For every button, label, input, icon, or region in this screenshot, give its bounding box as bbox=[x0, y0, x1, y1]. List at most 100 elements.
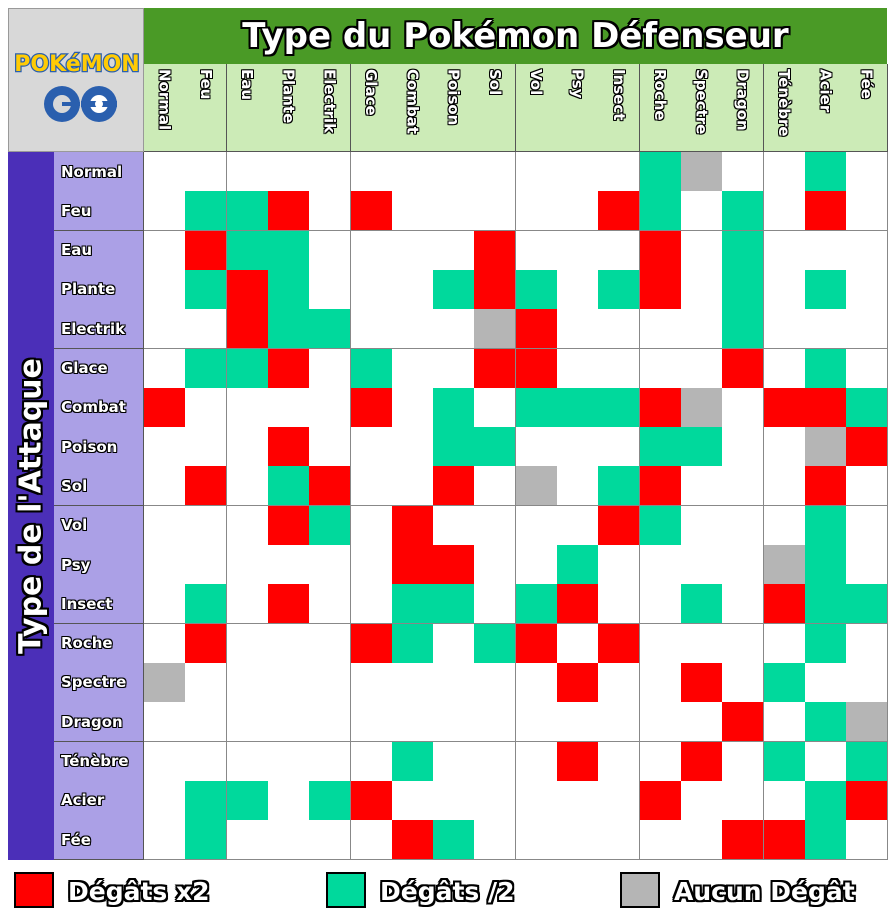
column-header: Glace bbox=[350, 64, 393, 152]
effectiveness-cell bbox=[846, 152, 889, 192]
effectiveness-cell bbox=[185, 780, 228, 821]
effectiveness-cell bbox=[846, 230, 889, 271]
effectiveness-cell bbox=[557, 741, 599, 782]
effectiveness-cell bbox=[763, 623, 806, 664]
column-header: Insect bbox=[598, 64, 641, 152]
effectiveness-cell bbox=[433, 466, 476, 507]
effectiveness-cell bbox=[639, 348, 682, 389]
effectiveness-cell bbox=[515, 584, 558, 625]
column-header-label: Vol bbox=[527, 69, 546, 96]
effectiveness-cell bbox=[639, 387, 682, 428]
effectiveness-cell bbox=[680, 741, 723, 782]
effectiveness-cell bbox=[144, 427, 186, 468]
effectiveness-cell bbox=[598, 623, 641, 664]
effectiveness-cell bbox=[598, 662, 641, 703]
defender-title: Type du Pokémon Défenseur bbox=[242, 16, 789, 56]
row-header-label: Poison bbox=[54, 427, 144, 468]
effectiveness-cell bbox=[804, 545, 847, 585]
effectiveness-cell bbox=[515, 466, 558, 507]
effectiveness-cell bbox=[846, 387, 889, 428]
column-header-label: Glace bbox=[362, 69, 380, 116]
effectiveness-cell bbox=[144, 348, 186, 389]
effectiveness-cell bbox=[804, 466, 847, 507]
effectiveness-cell bbox=[185, 387, 228, 428]
effectiveness-cell bbox=[433, 545, 476, 585]
effectiveness-cell bbox=[804, 741, 847, 782]
effectiveness-cell bbox=[722, 269, 765, 310]
row-header-label: Psy bbox=[54, 545, 144, 585]
effectiveness-cell bbox=[804, 427, 847, 468]
effectiveness-cell bbox=[722, 702, 765, 743]
effectiveness-cell bbox=[846, 269, 889, 310]
attack-title: Type de l'Attaque bbox=[13, 358, 49, 654]
effectiveness-cell bbox=[350, 309, 393, 350]
effectiveness-cell bbox=[804, 348, 847, 389]
effectiveness-cell bbox=[846, 309, 889, 350]
effectiveness-cell bbox=[185, 702, 228, 743]
column-header: Fée bbox=[846, 64, 889, 152]
effectiveness-cell bbox=[226, 662, 269, 703]
effectiveness-cell bbox=[185, 820, 228, 861]
effectiveness-cell bbox=[804, 505, 847, 546]
effectiveness-cell bbox=[474, 152, 517, 192]
effectiveness-cell bbox=[267, 466, 310, 507]
effectiveness-cell bbox=[474, 427, 517, 468]
column-header-label: Normal bbox=[155, 69, 174, 131]
effectiveness-cell bbox=[309, 191, 352, 232]
effectiveness-cell bbox=[433, 702, 476, 743]
effectiveness-cell bbox=[722, 545, 765, 585]
effectiveness-cell bbox=[763, 309, 806, 350]
effectiveness-cell bbox=[557, 623, 599, 664]
column-header: Normal bbox=[144, 64, 186, 152]
effectiveness-cell bbox=[722, 230, 765, 271]
effectiveness-cell bbox=[722, 427, 765, 468]
effectiveness-cell bbox=[557, 780, 599, 821]
effectiveness-cell bbox=[557, 466, 599, 507]
effectiveness-cell bbox=[722, 152, 765, 192]
effectiveness-cell bbox=[185, 623, 228, 664]
effectiveness-cell bbox=[185, 662, 228, 703]
effectiveness-cell bbox=[557, 545, 599, 585]
effectiveness-cell bbox=[391, 230, 434, 271]
effectiveness-cell bbox=[557, 702, 599, 743]
effectiveness-cell bbox=[144, 191, 186, 232]
effectiveness-cell bbox=[433, 191, 476, 232]
effectiveness-cell bbox=[433, 741, 476, 782]
effectiveness-cell bbox=[639, 466, 682, 507]
effectiveness-cell bbox=[680, 662, 723, 703]
effectiveness-cell bbox=[309, 466, 352, 507]
effectiveness-cell bbox=[391, 780, 434, 821]
effectiveness-cell bbox=[309, 309, 352, 350]
effectiveness-cell bbox=[680, 191, 723, 232]
effectiveness-cell bbox=[474, 230, 517, 271]
effectiveness-cell bbox=[474, 623, 517, 664]
effectiveness-cell bbox=[804, 152, 847, 192]
effectiveness-cell bbox=[763, 427, 806, 468]
effectiveness-cell bbox=[309, 741, 352, 782]
column-header: Spectre bbox=[680, 64, 723, 152]
effectiveness-cell bbox=[680, 820, 723, 861]
effectiveness-cell bbox=[185, 466, 228, 507]
effectiveness-cell bbox=[515, 348, 558, 389]
effectiveness-cell bbox=[846, 427, 889, 468]
column-header-label: Poison bbox=[444, 69, 463, 126]
effectiveness-cell bbox=[267, 152, 310, 192]
effectiveness-cell bbox=[474, 269, 517, 310]
effectiveness-cell bbox=[804, 702, 847, 743]
effectiveness-cell bbox=[515, 191, 558, 232]
effectiveness-cell bbox=[804, 269, 847, 310]
effectiveness-cell bbox=[598, 466, 641, 507]
effectiveness-cell bbox=[804, 191, 847, 232]
row-header-label: Vol bbox=[54, 505, 144, 546]
effectiveness-cell bbox=[474, 387, 517, 428]
effectiveness-cell bbox=[226, 466, 269, 507]
effectiveness-cell bbox=[226, 505, 269, 546]
column-header-label: Spectre bbox=[692, 69, 711, 135]
effectiveness-cell bbox=[763, 662, 806, 703]
effectiveness-cell bbox=[598, 387, 641, 428]
effectiveness-cell bbox=[391, 662, 434, 703]
effectiveness-cell bbox=[763, 584, 806, 625]
row-header-label: Ténèbre bbox=[54, 741, 144, 782]
effectiveness-cell bbox=[846, 505, 889, 546]
effectiveness-cell bbox=[309, 269, 352, 310]
